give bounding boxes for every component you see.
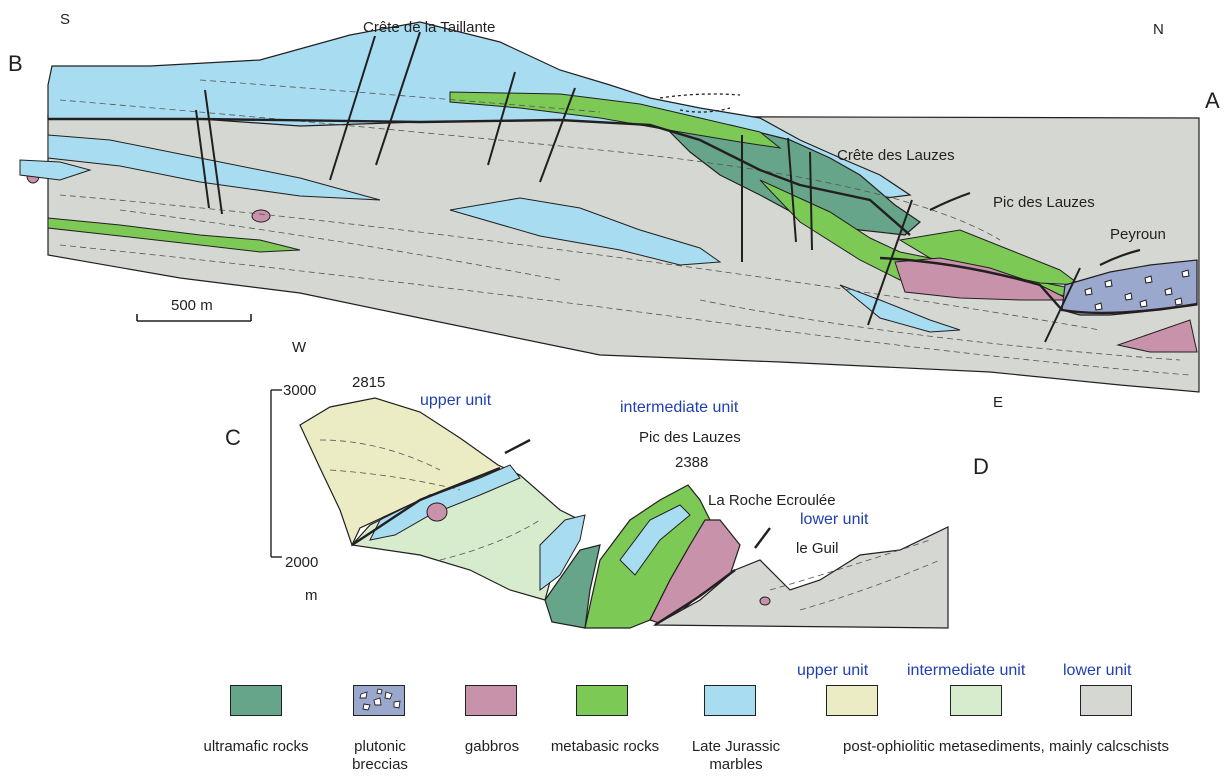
unit-label-intermediate: intermediate unit <box>620 399 739 416</box>
legend-label-marbles: Late Jurassic marbles <box>691 738 781 773</box>
section-letter-d: D <box>973 454 989 479</box>
corner-s-label: S <box>60 11 71 28</box>
legend-header-upper: upper unit <box>797 662 869 679</box>
label-pic-lauzes-ab: Pic des Lauzes <box>993 194 1095 211</box>
breccia-texture <box>1084 269 1190 311</box>
legend-label-ultramafic: ultramafic rocks <box>203 738 309 755</box>
contact-arcs-ab <box>929 191 1141 266</box>
breccia-pattern-icon <box>359 688 401 711</box>
gabbro-lens-ab-1 <box>251 209 271 223</box>
section-cd <box>270 389 949 629</box>
breccia-clast <box>1181 269 1190 278</box>
section-letter-c: C <box>225 425 241 450</box>
metabasic-band-ab-3 <box>47 217 301 253</box>
corner-e-label: E <box>993 394 1004 411</box>
label-crete-taillante: Crête de la Taillante <box>363 19 496 36</box>
marble-band-cd-3 <box>619 504 691 576</box>
foliation-lines-cd <box>319 439 941 611</box>
label-crete-lauzes: Crête des Lauzes <box>837 147 955 164</box>
breccia-clast <box>1139 299 1148 308</box>
breccia-clast <box>1144 275 1153 284</box>
metabasic-swatch <box>576 685 628 716</box>
marble-lens-ab-3 <box>839 284 961 333</box>
marble-lens-ab-4 <box>19 159 92 181</box>
breccia-clast <box>1174 297 1183 306</box>
altitude-2000: 2000 <box>285 554 319 571</box>
legend-label-gabbros: gabbros <box>464 738 520 755</box>
label-peyroun: Peyroun <box>1110 226 1166 243</box>
upper-unit-swatch <box>826 685 878 716</box>
peak-2815: 2815 <box>352 374 386 391</box>
unit-label-lower: lower unit <box>800 511 869 528</box>
breccia-clast <box>1104 279 1113 288</box>
section-letter-a: A <box>1205 88 1220 113</box>
marble-band-cd-2 <box>539 514 586 591</box>
scale-bar-label: 500 m <box>171 297 213 314</box>
scale-bar <box>136 314 252 322</box>
plutonic-breccia-swatch <box>353 685 405 716</box>
lower-unit-swatch <box>1080 685 1132 716</box>
thrust-contacts-cd <box>351 438 771 627</box>
altitude-axis <box>270 389 282 558</box>
altitude-unit: m <box>305 587 318 604</box>
breccia-clast <box>1164 287 1173 296</box>
ultramafic-body-cd <box>544 544 601 629</box>
projected-contacts-ab <box>659 93 741 113</box>
legend-header-intermediate: intermediate unit <box>907 662 1026 679</box>
label-le-guil: le Guil <box>796 540 839 557</box>
breccia-clast <box>1084 287 1093 296</box>
marble-swatch <box>704 685 756 716</box>
section-ab <box>19 21 1200 393</box>
marble-lens-ab-1 <box>47 134 381 201</box>
legend-header-lower: lower unit <box>1063 662 1132 679</box>
gabbro-lens-cd-1 <box>426 502 448 522</box>
legend-label-plutonic: plutonic breccias <box>352 738 408 773</box>
corner-n-label: N <box>1153 21 1164 38</box>
breccia-clast <box>1094 302 1103 311</box>
ultramafic-body-ab <box>668 124 921 236</box>
legend-label-sediments: post-ophiolitic metasediments, mainly ca… <box>843 738 1169 755</box>
lower-unit-body <box>47 114 1200 393</box>
section-letter-b: B <box>8 51 23 76</box>
breccia-clast <box>1124 292 1133 301</box>
label-roche-ecroulee: La Roche Ecroulée <box>708 492 836 509</box>
corner-w-label: W <box>292 339 307 356</box>
ultramafic-swatch <box>230 685 282 716</box>
thrust-contacts-ab <box>48 117 1198 315</box>
altitude-3000: 3000 <box>283 382 317 399</box>
gabbro-body-ab-2 <box>1116 319 1198 353</box>
unit-label-upper: upper unit <box>420 392 492 409</box>
gabbro-swatch <box>465 685 517 716</box>
intermediate-unit-swatch <box>950 685 1002 716</box>
altitude-2388: 2388 <box>675 454 709 471</box>
faults-ab <box>195 31 1081 343</box>
legend-label-metabasic: metabasic rocks <box>550 738 660 755</box>
label-pic-lauzes-cd: Pic des Lauzes <box>639 429 741 446</box>
marble-lens-ab-2 <box>449 197 722 266</box>
gabbro-lens-cd-2 <box>759 596 771 606</box>
